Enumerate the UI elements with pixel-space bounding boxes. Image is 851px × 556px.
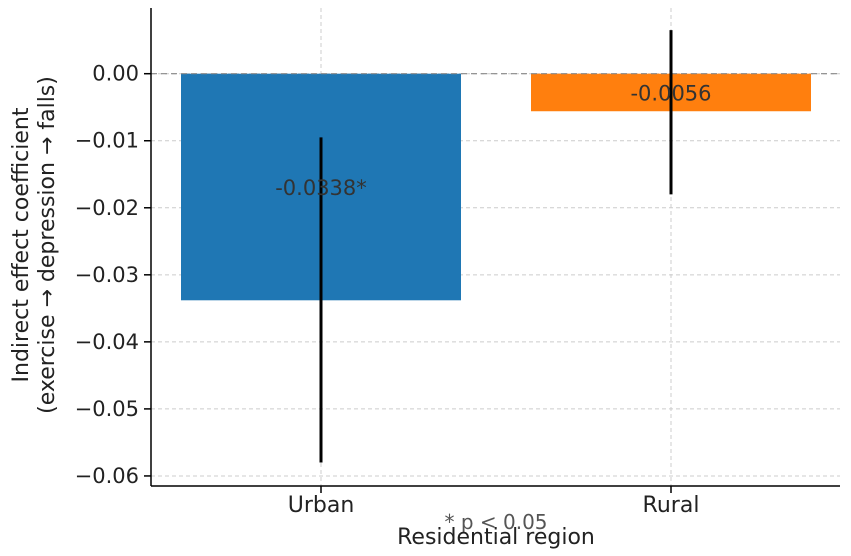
x-tick-label: Urban [288, 493, 355, 518]
y-ticks-group: 0.00 −0.01 −0.02 −0.03 −0.04 −0.05 −0.06 [75, 62, 151, 488]
error-bars-group [319, 30, 673, 463]
y-tick-label: −0.05 [75, 397, 139, 421]
y-tick-label: −0.03 [75, 263, 139, 287]
data-label-rural: -0.0056 [630, 81, 711, 105]
y-axis-label-line1: Indirect effect coefficient [9, 107, 34, 382]
significance-note: * p < 0.05 [444, 510, 547, 534]
data-labels-group: -0.0338* -0.0056 [275, 81, 711, 200]
axes-group [150, 8, 840, 487]
y-tick-label: −0.01 [75, 129, 139, 153]
y-tick-label: −0.06 [75, 464, 139, 488]
x-tick-label: Rural [643, 493, 700, 518]
y-tick-label: −0.04 [75, 330, 139, 354]
x-axis-label: Residential region [397, 525, 595, 550]
y-tick-label: 0.00 [92, 62, 139, 86]
y-tick-label: −0.02 [75, 196, 139, 220]
y-axis-label-line2: (exercise → depression → falls) [35, 76, 60, 414]
x-ticks-group: Urban Rural [288, 486, 700, 518]
data-label-urban: -0.0338* [275, 176, 367, 200]
